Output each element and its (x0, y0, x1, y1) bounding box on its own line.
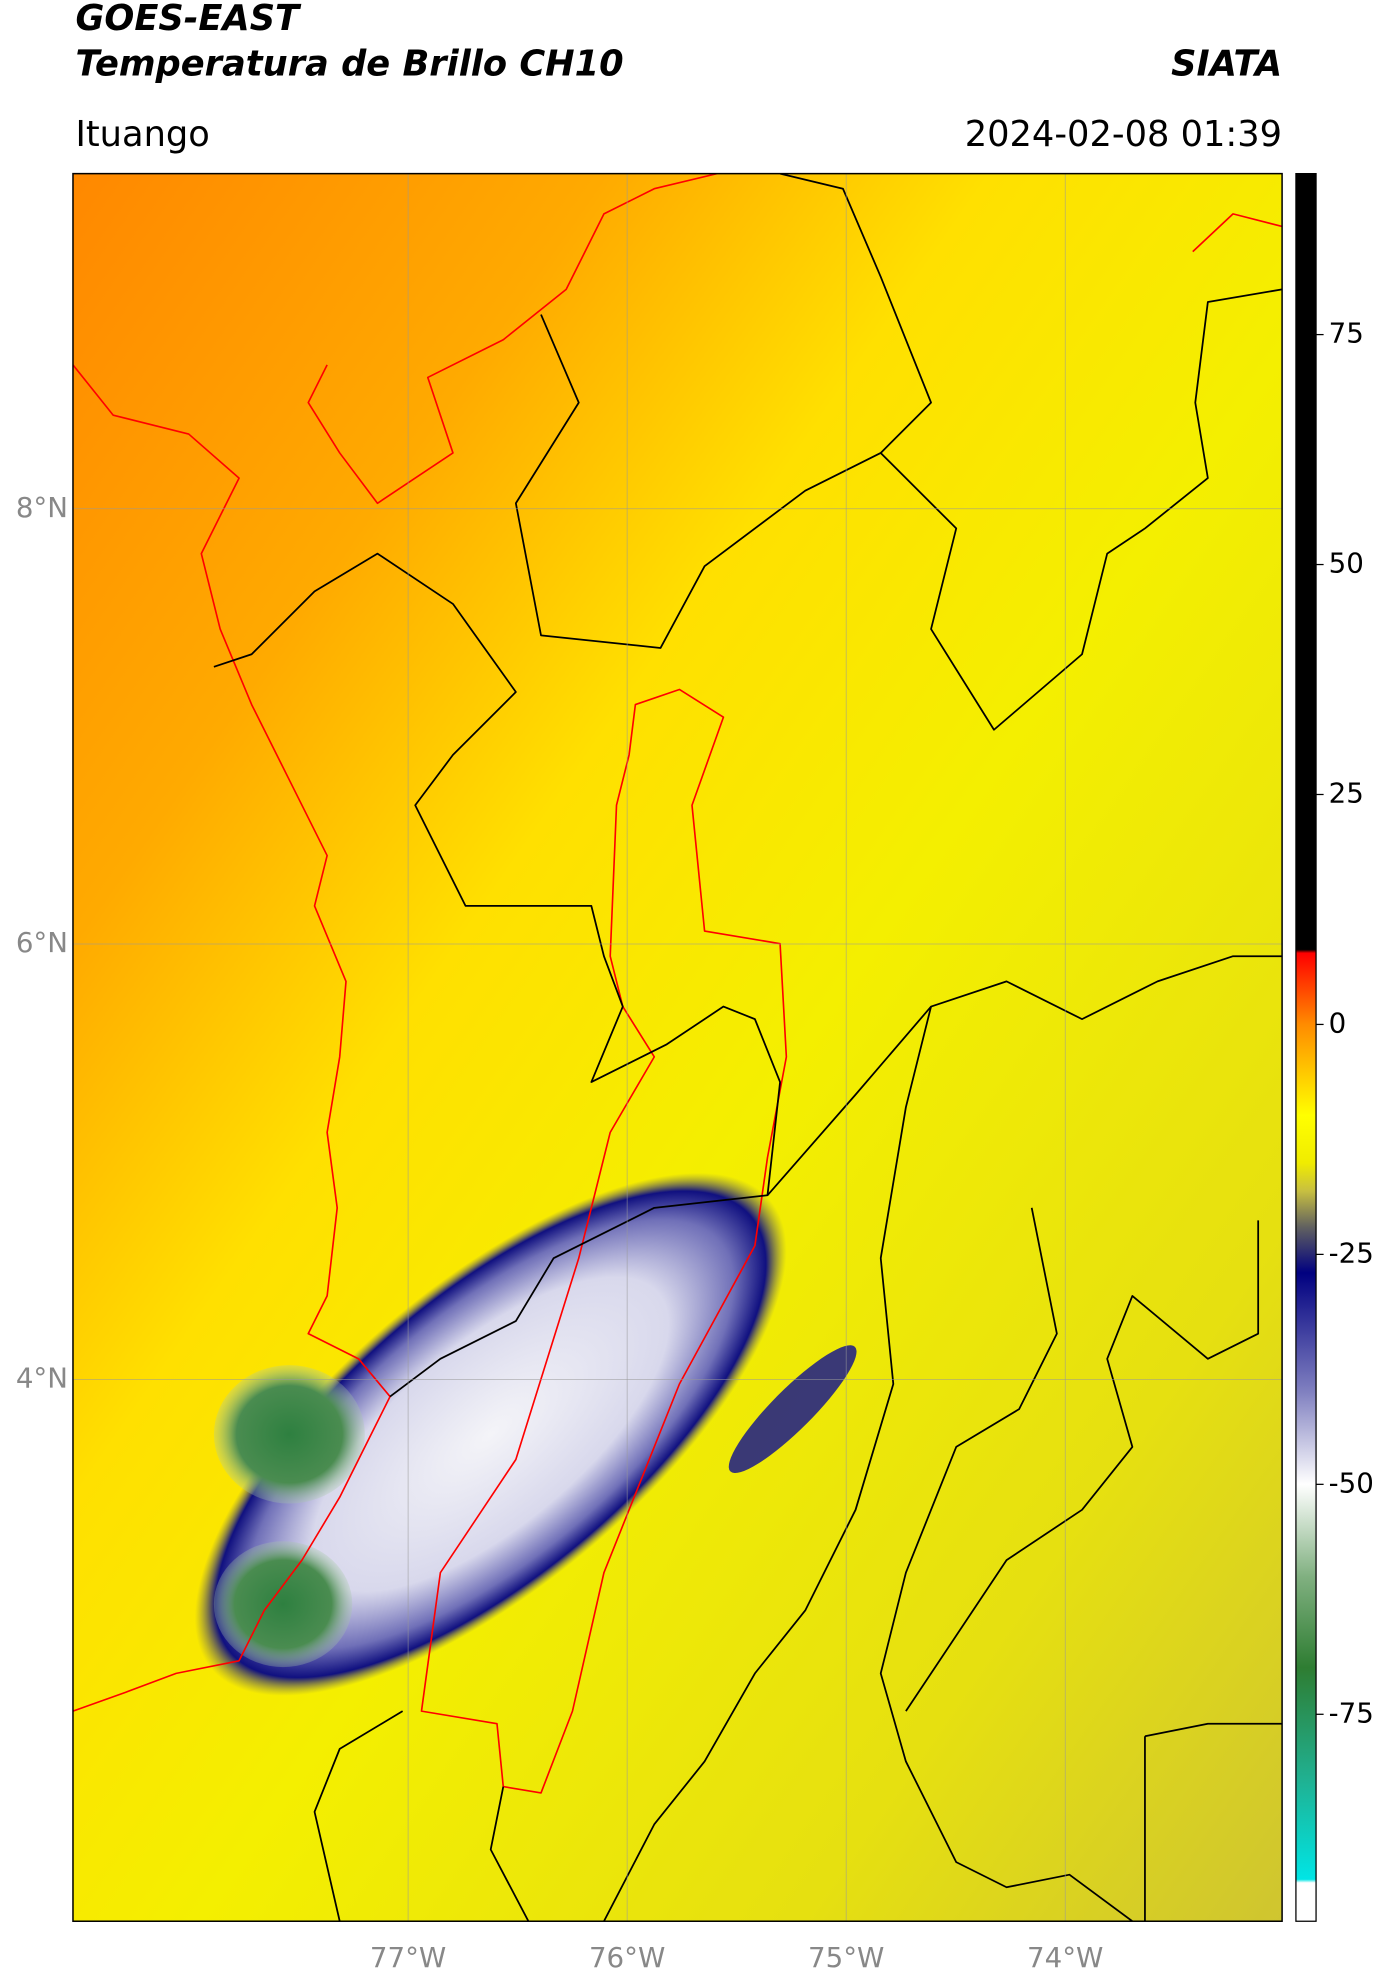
title: GOES-EAST (75, 0, 302, 39)
border (766, 955, 1283, 1196)
border (514, 173, 932, 649)
axes: 77°W 76°W 75°W 74°W 8°N 6°N 4°N (16, 173, 1283, 1974)
brand: SIATA (1171, 43, 1282, 84)
y-tick-label: 8°N (16, 491, 68, 524)
subtitle: Temperatura de Brillo CH10 (75, 43, 623, 84)
storm (194, 1172, 787, 1696)
colorbar-tick-label: -50 (1329, 1466, 1374, 1499)
colorbar-tick-label: 75 (1329, 317, 1364, 350)
x-tick-label: 75°W (808, 1941, 884, 1974)
y-tick-label: 6°N (16, 926, 68, 959)
border (879, 1207, 1133, 1922)
map (72, 173, 1283, 1922)
border (213, 552, 781, 1398)
x-tick-label: 76°W (589, 1941, 665, 1974)
x-tick-label: 77°W (370, 1941, 446, 1974)
cold-core (213, 1541, 353, 1668)
basin-outline (420, 688, 788, 1794)
border (313, 1710, 530, 1922)
border (880, 288, 1283, 731)
border (905, 1220, 1260, 1712)
colorbar-tick-label: 0 (1329, 1006, 1347, 1039)
x-tick-label: 74°W (1027, 1941, 1103, 1974)
y-tick-label: 4°N (16, 1361, 68, 1394)
border (603, 1006, 932, 1922)
cold-core (213, 1365, 365, 1504)
colorbar-tick-label: -25 (1329, 1236, 1374, 1269)
coastline (307, 173, 718, 505)
border (1144, 1722, 1283, 1922)
map-frame (72, 172, 1283, 1922)
location: Ituango (75, 114, 209, 155)
cloud-cell (728, 1345, 857, 1474)
datetime: 2024-02-08 01:39 (965, 114, 1282, 155)
coastline (1192, 213, 1283, 253)
colorbar (1295, 172, 1317, 1922)
colorbar-tick-label: 50 (1329, 547, 1364, 580)
coastline (72, 364, 391, 1712)
colorbar-tick-label: 25 (1329, 776, 1364, 809)
colorbar-tick-label: -75 (1329, 1696, 1374, 1729)
